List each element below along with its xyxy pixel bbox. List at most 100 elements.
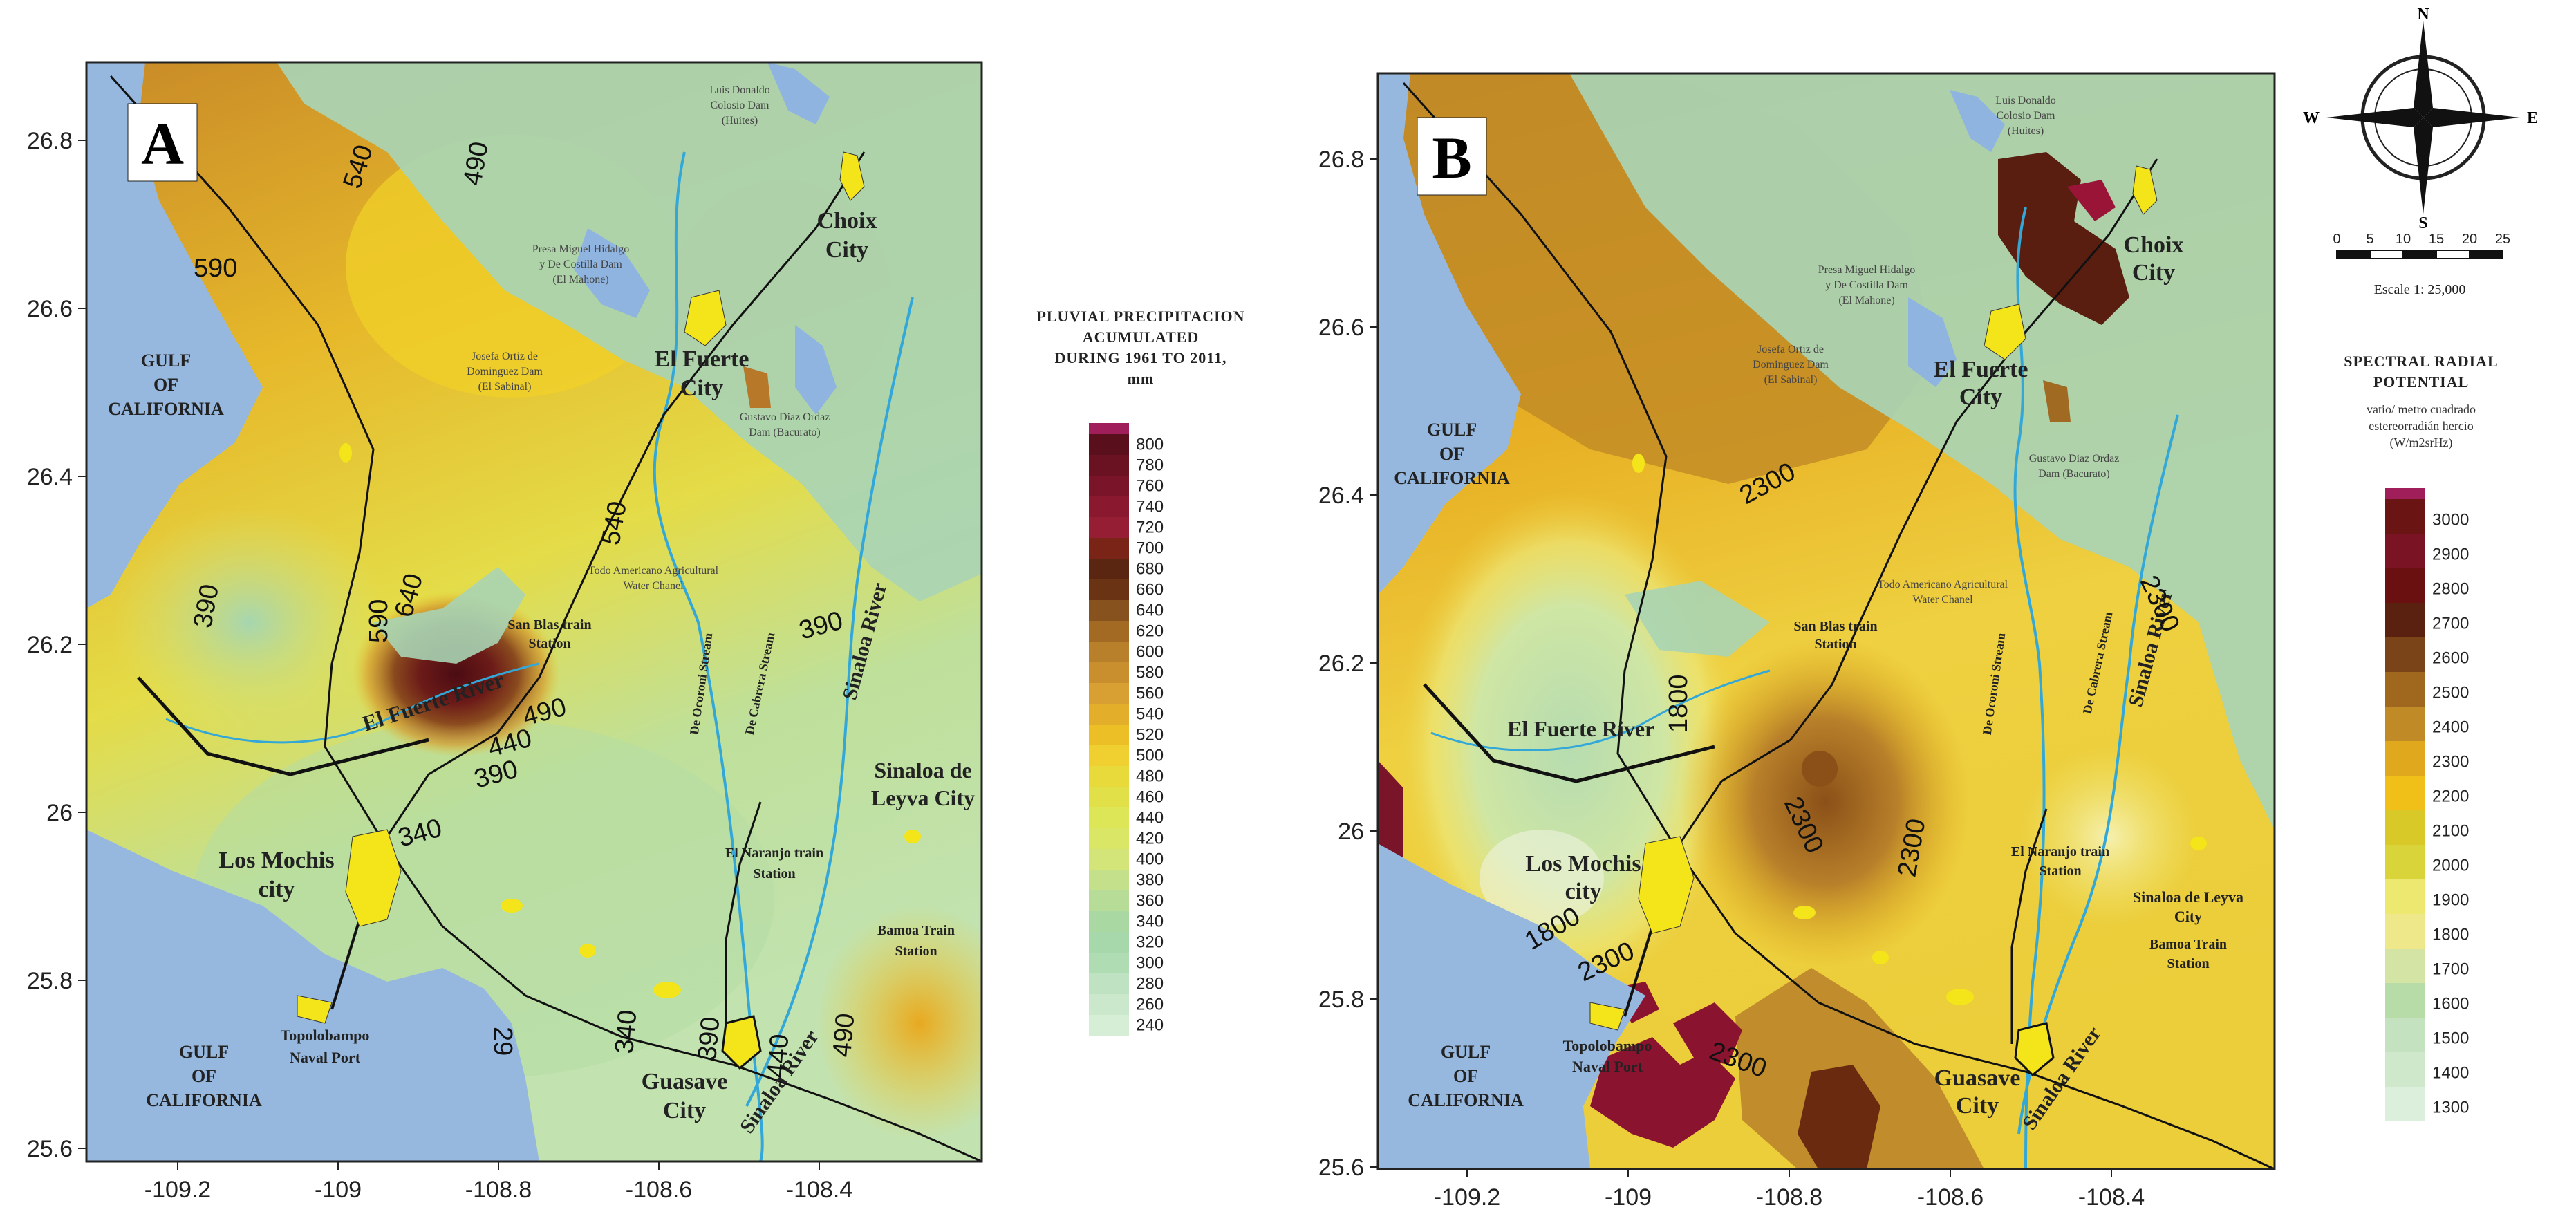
map-a-reservoir-huites — [767, 62, 830, 124]
map-a-dam-huites-l2: Colosio Dam — [711, 100, 769, 111]
map-b-road-north — [1679, 158, 2158, 844]
map-b-sinaloa-leyva-l1: Sinaloa de Leyva — [2133, 888, 2243, 906]
map-a-topolobampo-l2: Naval Port — [290, 1049, 361, 1066]
map-a-topolobampo-l1: Topolobampo — [281, 1027, 370, 1044]
legend-b-value: 1700 — [2432, 960, 2469, 979]
map-a-y-tick-label: 25.8 — [27, 968, 73, 994]
legend-b-swatch — [2385, 707, 2425, 741]
legend-a-swatch — [1089, 953, 1129, 973]
map-b-town-1 — [1632, 454, 1645, 473]
scale-bar-ticks: 0 5 10 15 20 25 — [2333, 232, 2510, 259]
map-b-san-blas-l2: Station — [1814, 637, 1856, 652]
map-b-y-tick-label: 26.2 — [1318, 651, 1364, 677]
legend-b-swatches: 3000 2900 2800 2700 2600 2500 2400 2300 2200 2100… — [2385, 488, 2469, 1121]
map-b-reservoir-huites — [1950, 90, 2005, 152]
map-a-contour-label: 29 — [488, 1027, 517, 1056]
legend-b-swatch — [2385, 983, 2425, 1018]
map-a-dam-bacurato-l1: Gustavo Diaz Ordaz — [740, 411, 830, 423]
map-b-x-tick-label: -109.2 — [1434, 1184, 1500, 1211]
map-a-town-3 — [579, 944, 596, 958]
legend-a-swatch — [1089, 745, 1129, 766]
legend-a-swatch — [1089, 849, 1129, 870]
legend-a-swatch — [1089, 476, 1129, 496]
map-b-y-tick-label: 25.8 — [1318, 987, 1364, 1013]
scale-bar-tick-label: 25 — [2495, 232, 2510, 247]
map-b-orange-spot — [2043, 380, 2071, 422]
map-a-gulf-south-l2: OF — [192, 1066, 216, 1086]
map-b-choix-l2: City — [2132, 260, 2175, 286]
legend-b-swatch — [2385, 603, 2425, 637]
scale-bar-segment — [2336, 250, 2371, 259]
map-a-y-tick-label: 26.8 — [27, 128, 73, 154]
scale-bar-segment — [2469, 250, 2503, 259]
legend-a-swatch — [1089, 579, 1129, 600]
map-b-y-tick-label: 26.8 — [1318, 147, 1364, 173]
legend-b-subtitle-l1: vatio/ metro cuadrado — [2367, 402, 2476, 416]
map-a-canal-l2: Water Chanel — [623, 580, 684, 592]
map-a-y-tick-label: 26.4 — [27, 464, 73, 490]
map-a-y-tick-label: 26.2 — [27, 632, 73, 658]
map-a-city-sinaloa-leyva — [904, 830, 921, 843]
map-a-river-el-fuerte — [165, 662, 540, 744]
map-b-town-3 — [1872, 951, 1889, 964]
map-a-mountains — [277, 62, 982, 601]
compass-point-e — [2423, 108, 2520, 127]
legend-a-swatch — [1089, 496, 1129, 517]
legend-b-swatch — [2385, 637, 2425, 672]
map-a-dam-mahone-l1: Presa Miguel Hidalgo — [532, 243, 629, 255]
legend-a-value: 420 — [1136, 830, 1164, 848]
legend-b-swatch — [2385, 810, 2425, 845]
map-b-mountain-patch — [1625, 581, 1770, 657]
map-b-river-el-fuerte — [1430, 669, 1771, 751]
map-b-dam-huites-l1: Luis Donaldo — [1995, 95, 2056, 106]
map-b-el-naranjo-l2: Station — [2039, 863, 2081, 879]
map-a-dam-mahone-l2: y De Costilla Dam — [539, 259, 622, 270]
legend-a-value: 480 — [1136, 767, 1164, 786]
map-b — [1378, 73, 2275, 1169]
legend-b-value: 1800 — [2432, 926, 2469, 944]
map-b-san-blas-l1: San Blas train — [1793, 619, 1877, 634]
map-b-choix-l1: Choix — [2124, 232, 2184, 258]
map-b-red-west — [1378, 760, 1403, 871]
map-b-panel-label: B — [1432, 124, 1471, 191]
map-a-el-fuerte-l1: El Fuerte — [655, 346, 749, 372]
legend-b-swatch — [2385, 1052, 2425, 1087]
map-b-y-tick-label: 26 — [1338, 819, 1364, 845]
map-b-dam-sabinal-l1: Josefa Ortiz de — [1757, 344, 1824, 355]
map-b-gulf-north-l3: CALIFORNIA — [1394, 468, 1510, 488]
map-b-light-east — [2019, 747, 2199, 926]
legend-a-swatch — [1089, 1015, 1129, 1036]
map-a-city-los-mochis — [345, 829, 402, 927]
map-b-bamoa-l2: Station — [2167, 956, 2209, 971]
legend-a-swatch — [1089, 455, 1129, 476]
legend-a-swatch — [1089, 807, 1129, 828]
map-b-gulf-north-l1: GULF — [1427, 420, 1477, 440]
map-b-maroon-choix-2 — [2067, 180, 2116, 221]
map-a-city-guasave — [721, 1015, 762, 1070]
map-a-panel-box — [127, 103, 198, 182]
legend-a-title-l2: ACUMULATED — [1083, 328, 1199, 346]
map-a-town-1 — [339, 443, 352, 463]
map-a-x-tick-label: -108.8 — [465, 1177, 532, 1203]
map-b-el-naranjo-l1: El Naranjo train — [2011, 844, 2109, 859]
legend-a-swatch — [1089, 766, 1129, 787]
map-b-el-fuerte-l2: City — [1959, 384, 2002, 410]
map-b-dam-sabinal-l2: Dominguez Dam — [1753, 359, 1829, 371]
map-b-dam-mahone-l3: (El Mahone) — [1838, 295, 1894, 306]
map-a-bamoa-l1: Bamoa Train — [877, 923, 955, 938]
legend-a-swatch — [1089, 538, 1129, 559]
map-b-sinaloa-leyva-l2: City — [2174, 908, 2202, 925]
map-b-city-topolobampo — [1589, 1002, 1625, 1031]
map-a-contour-label: 590 — [364, 599, 393, 643]
legend-b-value: 2900 — [2432, 545, 2469, 564]
map-a-gulf-south-l1: GULF — [179, 1042, 229, 1062]
map-b-city-sinaloa-leyva — [2190, 837, 2207, 850]
legend-b-swatch — [2385, 568, 2425, 603]
map-a-dam-sabinal-l3: (El Sabinal) — [478, 381, 532, 393]
scale-bar-tick-label: 15 — [2429, 232, 2444, 247]
map-b-city-guasave — [2014, 1022, 2055, 1077]
map-a-panel-label: A — [141, 111, 184, 177]
legend-b-swatch — [2385, 499, 2425, 534]
map-a-y-tick-label: 26.6 — [27, 296, 73, 322]
